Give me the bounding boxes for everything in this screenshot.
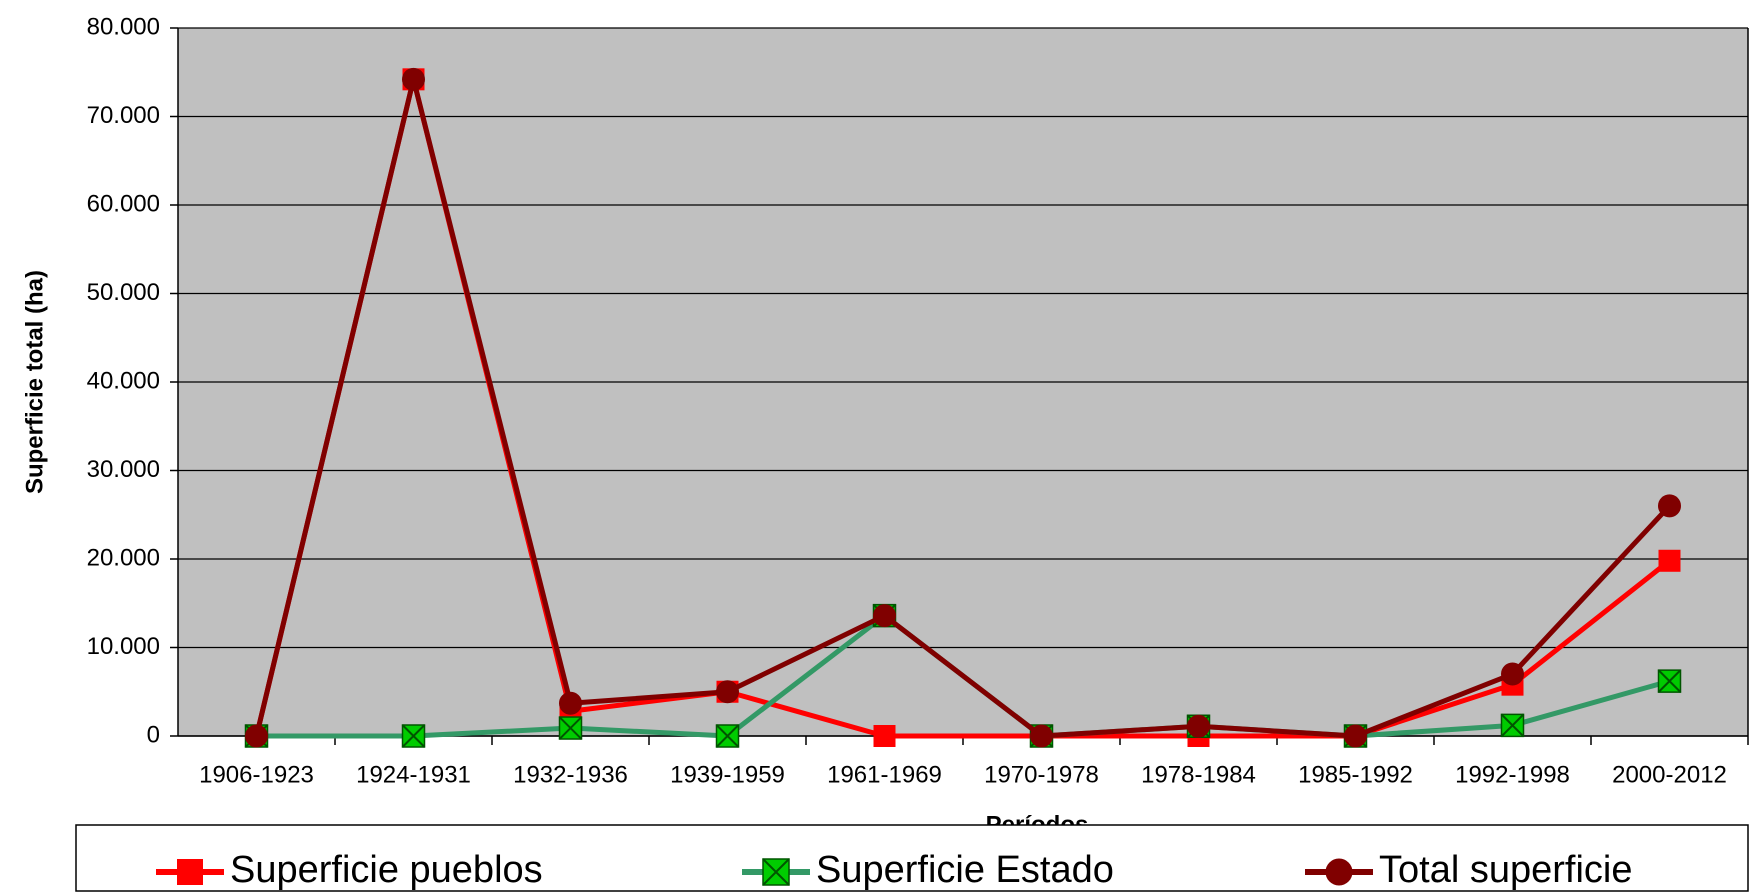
x-tick-label: 1932-1936 xyxy=(513,761,628,788)
marker-cross xyxy=(1657,669,1682,693)
marker xyxy=(1344,724,1367,748)
legend-label: Superficie pueblos xyxy=(230,849,543,891)
marker-cross xyxy=(762,858,790,886)
x-tick-label: 1924-1931 xyxy=(356,761,471,788)
marker xyxy=(1325,858,1353,886)
marker xyxy=(762,858,790,886)
marker xyxy=(715,724,740,748)
x-tick-label: 1906-1923 xyxy=(199,761,314,788)
marker-cross xyxy=(401,724,426,748)
y-axis-label: Superficie total (ha) xyxy=(21,270,48,494)
y-tick-label: 40.000 xyxy=(87,367,160,394)
legend-label: Superficie Estado xyxy=(816,849,1114,891)
marker xyxy=(1657,669,1682,693)
legend-box xyxy=(75,824,1749,892)
legend-item: Superficie pueblos xyxy=(156,849,543,891)
marker xyxy=(1501,662,1524,686)
y-tick-label: 20.000 xyxy=(87,544,160,571)
marker xyxy=(401,724,426,748)
series-line xyxy=(254,76,1672,739)
x-tick-label: 1978-1984 xyxy=(1141,761,1256,788)
y-tick-label: 70.000 xyxy=(87,102,160,129)
legend-label: Total superficie xyxy=(1379,849,1632,891)
y-tick-label: 60.000 xyxy=(87,190,160,217)
y-tick-label: 50.000 xyxy=(87,279,160,306)
marker xyxy=(1500,713,1525,738)
marker xyxy=(245,724,268,748)
marker xyxy=(1658,549,1681,572)
y-tick-label: 0 xyxy=(147,721,160,748)
marker xyxy=(402,67,425,91)
marker xyxy=(559,691,582,715)
x-tick-label: 1961-1969 xyxy=(827,761,942,788)
x-tick-label: 1985-1992 xyxy=(1298,761,1413,788)
marker xyxy=(1658,494,1681,518)
y-tick-label: 10.000 xyxy=(87,633,160,660)
x-tick-label: 2000-2012 xyxy=(1612,761,1727,788)
marker xyxy=(873,604,896,628)
x-tick-label: 1992-1998 xyxy=(1455,761,1570,788)
marker xyxy=(1030,724,1053,748)
marker xyxy=(177,859,203,885)
y-tick-label: 30.000 xyxy=(87,456,160,483)
legend-item: Total superficie xyxy=(1305,849,1632,891)
marker xyxy=(716,680,739,704)
marker xyxy=(1187,714,1210,738)
marker-cross xyxy=(715,724,740,748)
marker-cross xyxy=(558,716,583,740)
marker-cross xyxy=(1500,713,1525,738)
marker xyxy=(558,716,583,740)
y-tick-label: 80.000 xyxy=(87,13,160,40)
marker xyxy=(873,725,896,747)
legend-item: Superficie Estado xyxy=(742,849,1114,891)
x-tick-label: 1939-1959 xyxy=(670,761,785,788)
x-tick-label: 1970-1978 xyxy=(984,761,1099,788)
